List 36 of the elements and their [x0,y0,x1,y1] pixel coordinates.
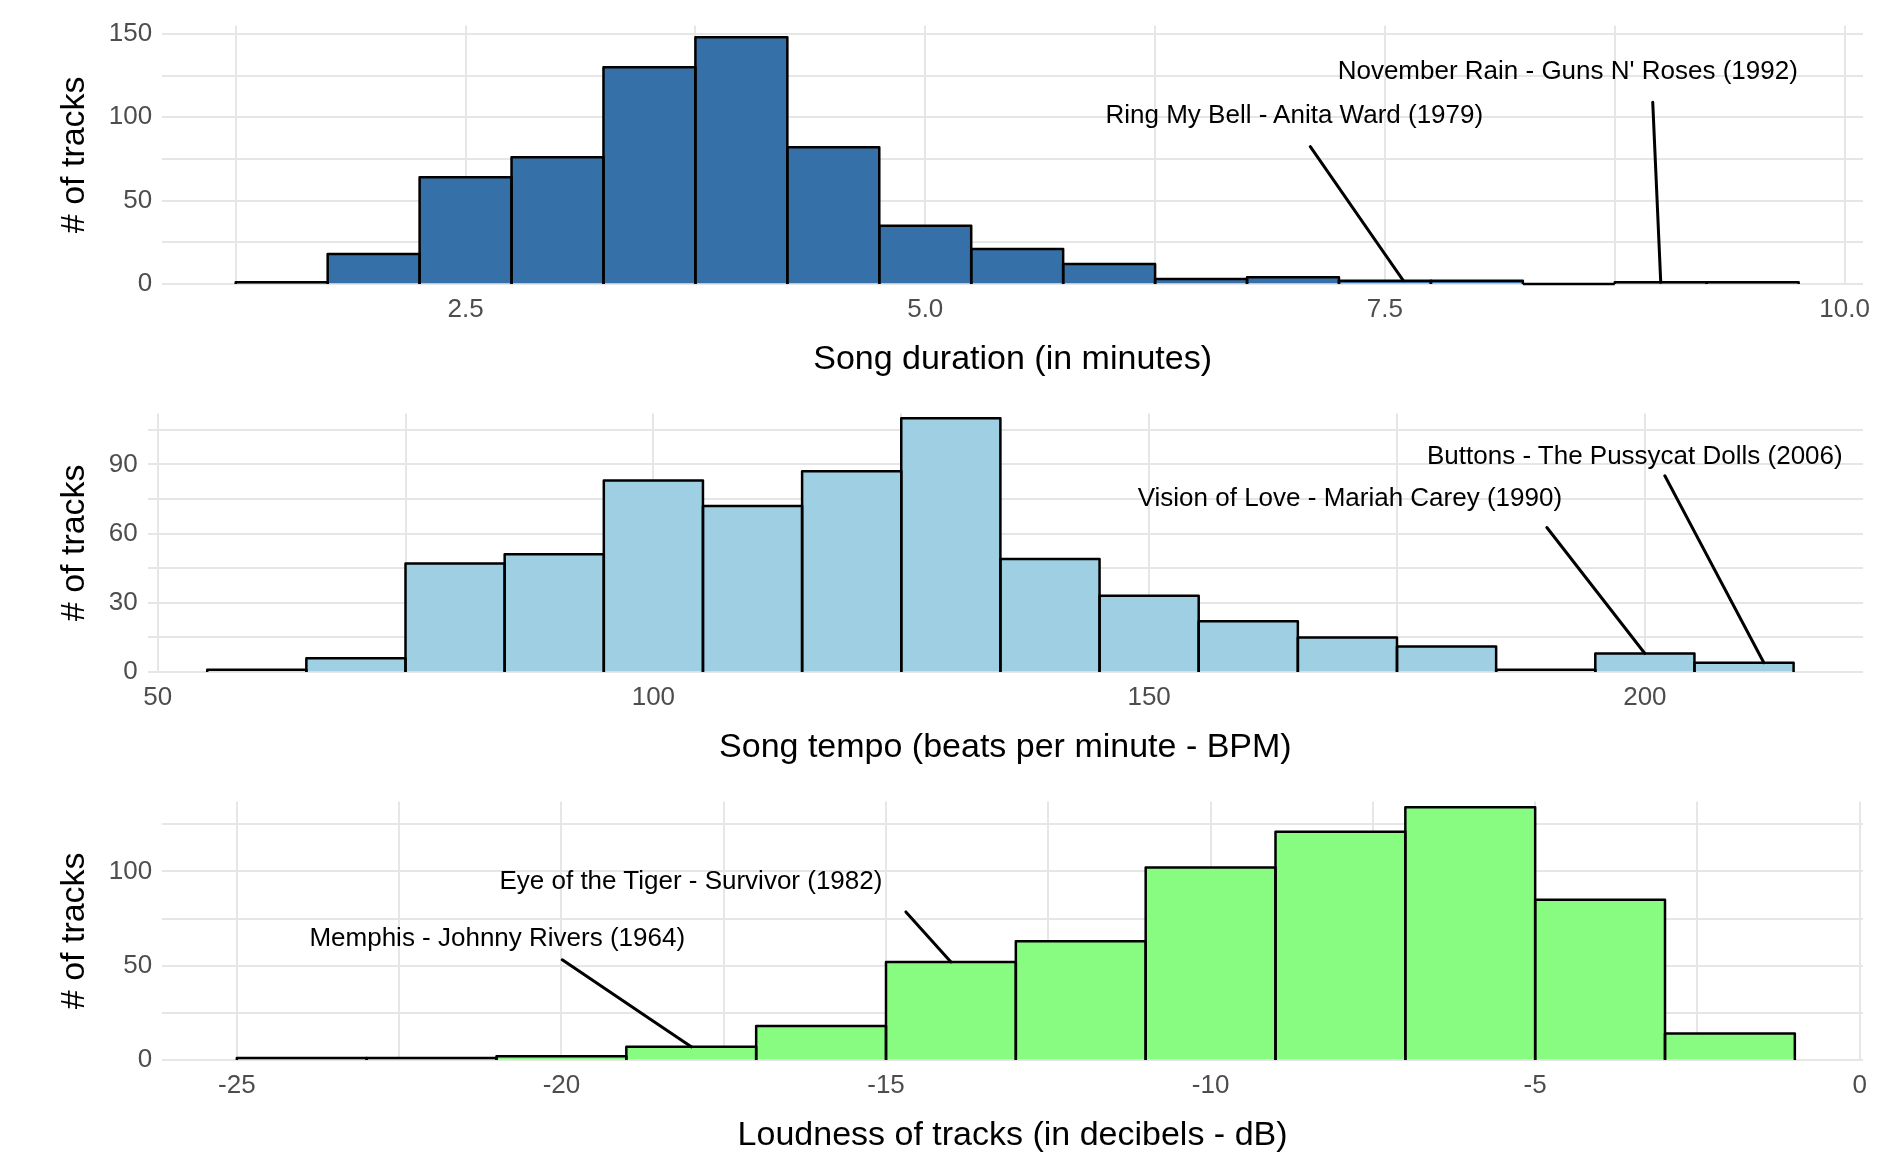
y-tick-label: 100 [108,854,153,885]
y-tick-label: 50 [123,183,153,214]
x-tick-label: -20 [542,1068,581,1099]
y-tick-label: 30 [108,585,138,616]
annotation: Eye of the Tiger - Survivor (1982) [499,865,883,896]
annotation: Ring My Bell - Anita Ward (1979) [1105,98,1484,129]
x-tick-label: -10 [1191,1068,1230,1099]
x-tick-label: -15 [867,1068,905,1099]
x-tick-label: 10.0 [1819,292,1870,323]
x-axis-title: Loudness of tracks (in decibels - dB) [737,1113,1288,1152]
y-tick-label: 90 [108,447,138,478]
x-tick-label: 200 [1623,680,1667,711]
y-tick-label: 50 [123,948,153,979]
x-tick-label: 150 [1127,680,1171,711]
y-tick-label: 150 [108,17,153,48]
y-axis-title: # of tracks [52,76,91,234]
x-tick-label: 0 [1852,1068,1867,1099]
annotation: Buttons - The Pussycat Dolls (2006) [1426,439,1843,470]
x-tick-label: 7.5 [1366,292,1404,323]
x-axis-title: Song tempo (beats per minute - BPM) [719,725,1292,764]
annotation: Vision of Love - Mariah Carey (1990) [1137,481,1563,512]
x-tick-label: -5 [1523,1068,1547,1099]
x-axis-title: Song duration (in minutes) [813,337,1212,376]
x-tick-label: -25 [218,1068,256,1099]
y-tick-label: 100 [108,100,153,131]
y-tick-label: 0 [123,655,138,686]
x-tick-label: 2.5 [447,292,484,323]
annotation: November Rain - Guns N' Roses (1992) [1337,54,1798,85]
y-tick-label: 0 [137,1043,153,1074]
y-axis-title: # of tracks [52,464,91,622]
y-axis-title: # of tracks [52,852,91,1010]
y-tick-label: 0 [137,267,153,298]
y-tick-label: 60 [108,516,138,547]
annotation: Memphis - Johnny Rivers (1964) [309,921,686,952]
x-tick-label: 5.0 [907,292,944,323]
x-tick-label: 100 [631,680,676,711]
